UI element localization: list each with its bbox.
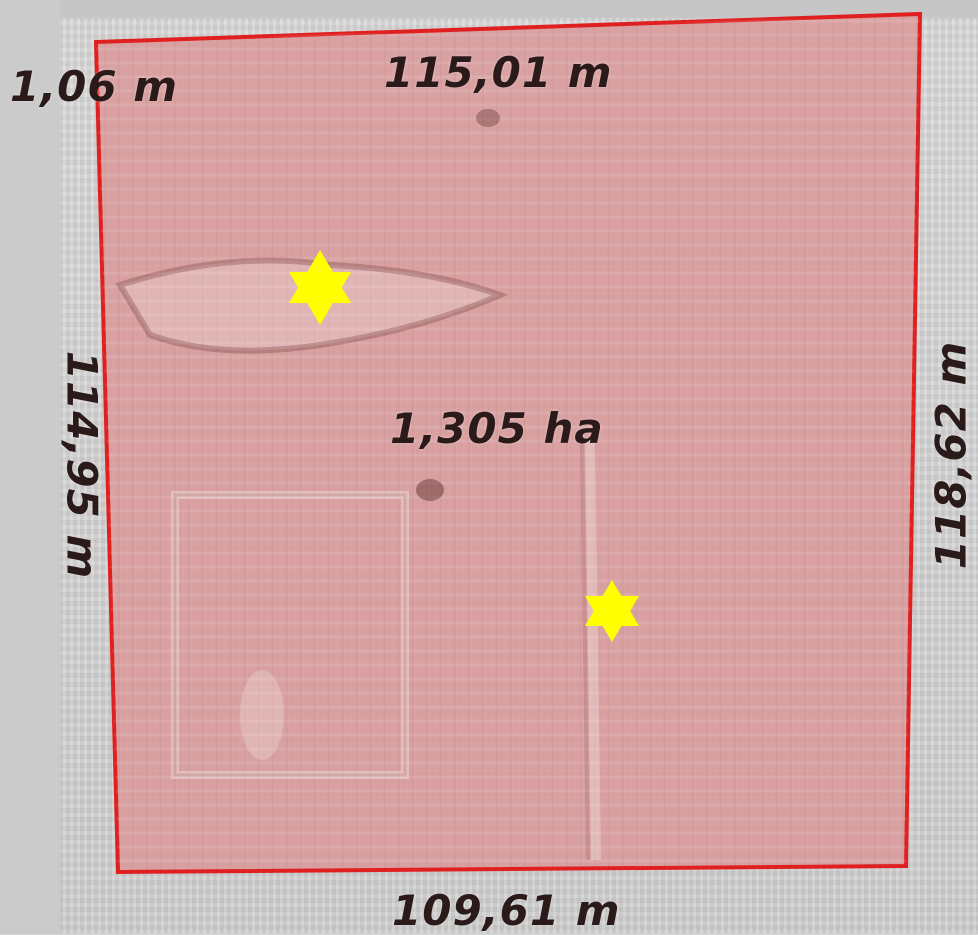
star-of-david-icon[interactable]: [585, 580, 639, 642]
measurement-right-label: 118,62 m: [926, 340, 976, 570]
terrain-strip-top: [0, 0, 978, 18]
terrain-rectangle: [171, 491, 409, 779]
terrain-line: [585, 439, 601, 861]
measurement-left-label: 114,95 m: [57, 350, 107, 580]
star-of-david-icon[interactable]: [289, 250, 351, 325]
terrain-mound: [240, 670, 284, 760]
measurement-corner-label: 1,06 m: [10, 62, 179, 111]
terrain-strip-left: [0, 0, 60, 934]
terrain-line-shadow: [580, 439, 590, 861]
terrain-pit: [416, 479, 444, 501]
terrain-rectangle-shadow: [173, 493, 407, 777]
parcel-area-label: 1,305 ha: [390, 404, 604, 453]
parcel-texture: [96, 14, 920, 872]
terrain-pit-top: [476, 109, 500, 127]
measurement-bottom-label: 109,61 m: [392, 886, 621, 935]
measurement-top-label: 115,01 m: [384, 48, 613, 97]
